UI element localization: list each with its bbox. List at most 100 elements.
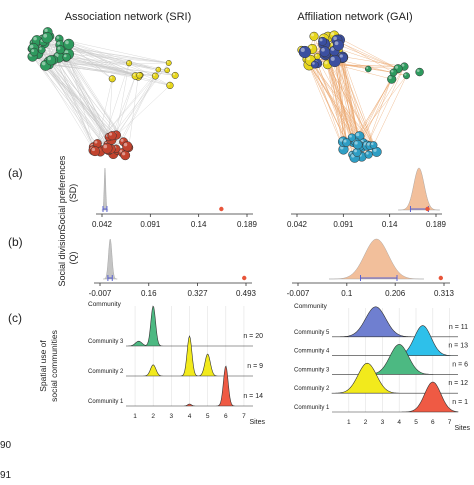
network-node-blue_dark xyxy=(310,60,319,69)
network-node-cyan xyxy=(347,133,356,142)
network-node-green-highlight xyxy=(39,47,42,50)
network-edge xyxy=(334,49,377,152)
network-node-blue_dark xyxy=(298,45,311,59)
title-right: Affiliation network (GAI) xyxy=(297,11,412,23)
network-edge xyxy=(325,53,354,143)
ridge-series: Community 2 n = 9 xyxy=(88,335,263,377)
ylabel-a-line2: (SD) xyxy=(68,184,78,203)
network-node-yellow-highlight xyxy=(315,54,318,57)
network-node-red xyxy=(120,150,131,161)
network-edge xyxy=(68,44,113,79)
network-node-green-highlight xyxy=(31,49,35,53)
network-node-cyan xyxy=(352,139,363,150)
network-node-yellow-highlight xyxy=(167,83,170,86)
x-tick-label: 0.493 xyxy=(236,289,257,298)
network-node-red-highlight xyxy=(94,140,98,144)
network-node-blue_dark-highlight xyxy=(319,38,323,42)
ridge-n-label: n = 1 xyxy=(452,399,468,406)
network-node-cyan xyxy=(352,147,362,157)
network-edge xyxy=(49,64,141,76)
x-tick-label: 5 xyxy=(414,419,418,426)
x-tick-label: 0.14 xyxy=(382,220,398,229)
network-edge xyxy=(328,52,347,143)
network-node-blue_dark xyxy=(332,39,344,51)
x-tick-label: 0.091 xyxy=(333,220,354,229)
network-edge xyxy=(342,57,361,146)
observed-value-point xyxy=(425,206,430,212)
network-node-yellow-highlight xyxy=(137,73,140,76)
ridge-label: Community 1 xyxy=(294,405,330,411)
x-tick-label: 0.091 xyxy=(140,220,161,229)
network-node-green xyxy=(403,72,410,80)
network-nodes xyxy=(297,30,424,163)
network-edge xyxy=(357,72,394,145)
x-tick-label: 4 xyxy=(397,419,401,426)
network-node-green-highlight xyxy=(388,76,392,80)
x-ticks: -0.007 0.16 0.327 0.493 xyxy=(89,283,257,298)
x-tick-label: 2 xyxy=(364,419,368,426)
null-distribution-density xyxy=(101,167,109,211)
network-node-green xyxy=(41,32,53,44)
ylabel-c: Spatial use of social communities xyxy=(38,330,59,402)
network-edge xyxy=(306,59,347,143)
observed-value-point xyxy=(242,275,247,281)
network-node-green-highlight xyxy=(395,65,399,69)
network-node-yellow xyxy=(126,60,133,67)
ridge-series: Community 3 n = 6 xyxy=(294,344,468,375)
ridge-label: Community 2 xyxy=(88,369,124,375)
network-node-blue_dark-highlight xyxy=(312,62,315,65)
network-node-blue_dark xyxy=(319,46,331,57)
ridge-density xyxy=(126,335,253,377)
network-node-red xyxy=(90,146,101,157)
ylabel-b: Social division (Q) xyxy=(57,229,78,286)
network-nodes xyxy=(27,27,179,161)
network-node-green-highlight xyxy=(41,61,46,66)
network-node-green xyxy=(62,53,71,62)
ridge-n-label: n = 14 xyxy=(243,393,263,400)
network-edge xyxy=(53,59,141,76)
network-node-yellow xyxy=(166,81,174,90)
network-edge xyxy=(306,59,344,150)
network-node-green-highlight xyxy=(63,54,67,58)
panel-c-left: Community Community 3 n = 20 Community 2 n =… xyxy=(88,301,265,426)
network-node-yellow-highlight xyxy=(172,73,176,76)
null-distribution-density xyxy=(103,238,118,280)
network-edge xyxy=(41,49,118,152)
network-node-blue_dark-highlight xyxy=(339,54,343,58)
network-node-blue_dark-highlight xyxy=(333,36,337,41)
network-edge xyxy=(359,75,407,137)
ridge-n-label: n = 11 xyxy=(449,324,468,331)
network-edge xyxy=(359,79,392,147)
ridge-label: Community 4 xyxy=(294,349,330,355)
ridge-density xyxy=(332,381,459,413)
network-edge xyxy=(97,69,159,144)
x-tick-label: 6 xyxy=(224,413,228,420)
network-node-blue_dark xyxy=(328,54,341,68)
observed-value-point xyxy=(219,206,224,212)
network-node-green-highlight xyxy=(366,66,369,70)
network-node-cyan-highlight xyxy=(339,138,344,142)
network-node-yellow-highlight xyxy=(324,61,328,65)
ridge-density xyxy=(332,306,458,338)
network-node-green xyxy=(45,55,57,66)
x-ticks: 0.042 0.091 0.14 0.189 xyxy=(92,214,258,229)
title-left: Association network (SRI) xyxy=(65,11,192,23)
network-edge xyxy=(68,43,141,76)
network-node-green xyxy=(63,38,75,50)
network-node-blue_dark xyxy=(318,36,327,46)
network-edge xyxy=(314,64,344,150)
ridge-density xyxy=(126,365,253,407)
network-node-yellow-highlight xyxy=(127,61,130,64)
network-node-yellow xyxy=(136,72,143,79)
x-ticks: -0.007 0.1 0.206 0.313 xyxy=(287,283,455,298)
x-tick-label: 0.327 xyxy=(188,289,209,298)
network-node-yellow-highlight xyxy=(166,61,169,63)
x-tick-label: -0.007 xyxy=(89,289,112,298)
ridge-series: Community 5 n = 11 xyxy=(294,306,468,338)
x-axis-label: Sites xyxy=(454,425,470,432)
network-node-red-highlight xyxy=(119,149,123,153)
x-ticks: 1 2 3 4 5 6 7 xyxy=(347,419,452,426)
network-node-green-highlight xyxy=(57,46,61,50)
network-edge xyxy=(60,49,109,145)
